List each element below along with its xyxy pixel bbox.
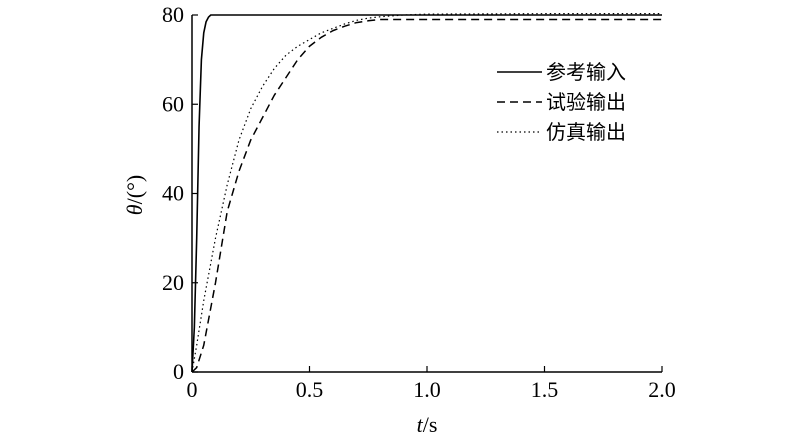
series-line-reference [191,14,662,373]
y-tick-label: 40 [162,181,184,206]
y-tick-label: 60 [162,91,184,116]
x-tick-group: 0 0.5 1.0 1.5 2.0 [187,366,676,402]
legend-label-experiment: 试验输出 [546,90,626,114]
y-tick-group: 0 20 40 60 80 [162,2,198,384]
x-tick-label: 0.5 [296,377,324,402]
x-tick-label: 1.0 [413,377,441,402]
x-tick-label: 0 [187,377,198,402]
series-layer [191,13,662,373]
y-tick-label: 80 [162,2,184,27]
legend: 参考输入 试验输出 仿真输出 [497,60,626,144]
series-line-experiment [191,18,662,373]
x-axis-label: t/s [417,412,438,437]
x-tick-label: 1.5 [531,377,559,402]
y-tick-label: 0 [173,359,184,384]
y-tick-label: 20 [162,270,184,295]
series-line-simulation [191,13,662,373]
legend-label-reference: 参考输入 [546,60,626,84]
x-tick-label: 2.0 [648,377,676,402]
legend-label-simulation: 仿真输出 [546,120,626,144]
y-axis-label: θ/(°) [122,175,147,215]
